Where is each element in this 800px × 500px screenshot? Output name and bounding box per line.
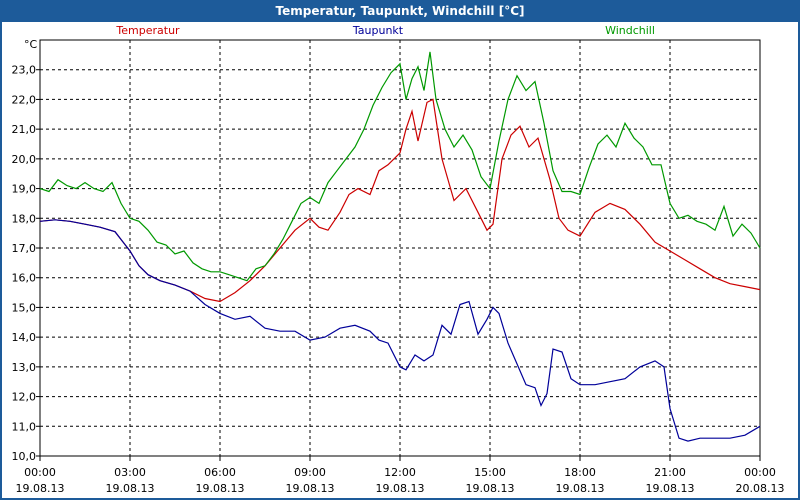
y-tick-label: 23,0 [12, 64, 37, 77]
x-tick-time-label: 21:00 [654, 466, 686, 479]
x-tick-time-label: 03:00 [114, 466, 146, 479]
x-tick-time-label: 09:00 [294, 466, 326, 479]
legend-temperatur: Temperatur [115, 24, 180, 37]
x-tick-date-label: 19.08.13 [106, 482, 155, 495]
chart-svg: 10,0 11,0 12,0 13,0 14,0 15,0 16,0 17,0 18,0 19,0… [12, 24, 785, 495]
legend-windchill: Windchill [605, 24, 655, 37]
x-tick-date-label: 19.08.13 [556, 482, 605, 495]
y-axis-unit: °C [24, 38, 38, 51]
x-tick-time-label: 18:00 [564, 466, 596, 479]
x-tick-time-label: 06:00 [204, 466, 236, 479]
y-tick-label: 22,0 [12, 93, 37, 106]
x-tick-date-label: 20.08.13 [736, 482, 785, 495]
y-tick-label: 16,0 [12, 272, 37, 285]
series-line-temperatur [39, 98, 761, 303]
y-tick-label: 19,0 [12, 183, 37, 196]
x-tick-date-label: 19.08.13 [376, 482, 425, 495]
y-tick-label: 10,0 [12, 450, 37, 463]
chart-title: Temperatur, Taupunkt, Windchill [°C] [0, 0, 800, 22]
y-tick-label: 20,0 [12, 153, 37, 166]
y-tick-label: 14,0 [12, 331, 37, 344]
x-tick-time-label: 00:00 [24, 466, 56, 479]
series-line-taupunkt [39, 219, 761, 442]
y-tick-label: 21,0 [12, 123, 37, 136]
x-tick-date-label: 19.08.13 [646, 482, 695, 495]
x-tick-date-label: 19.08.13 [196, 482, 245, 495]
x-tick-time-label: 12:00 [384, 466, 416, 479]
chart-panel: 10,0 11,0 12,0 13,0 14,0 15,0 16,0 17,0 18,0 19,0… [2, 22, 798, 498]
series-line-windchill [39, 51, 761, 282]
y-tick-label: 11,0 [12, 420, 37, 433]
x-tick-date-label: 19.08.13 [286, 482, 335, 495]
y-tick-label: 18,0 [12, 212, 37, 225]
x-tick-date-label: 19.08.13 [466, 482, 515, 495]
x-tick-time-label: 15:00 [474, 466, 506, 479]
x-tick-time-label: 00:00 [744, 466, 776, 479]
x-tick-date-label: 19.08.13 [16, 482, 65, 495]
y-tick-label: 15,0 [12, 301, 37, 314]
legend-taupunkt: Taupunkt [352, 24, 404, 37]
y-tick-label: 17,0 [12, 242, 37, 255]
y-tick-label: 12,0 [12, 391, 37, 404]
y-tick-label: 13,0 [12, 361, 37, 374]
